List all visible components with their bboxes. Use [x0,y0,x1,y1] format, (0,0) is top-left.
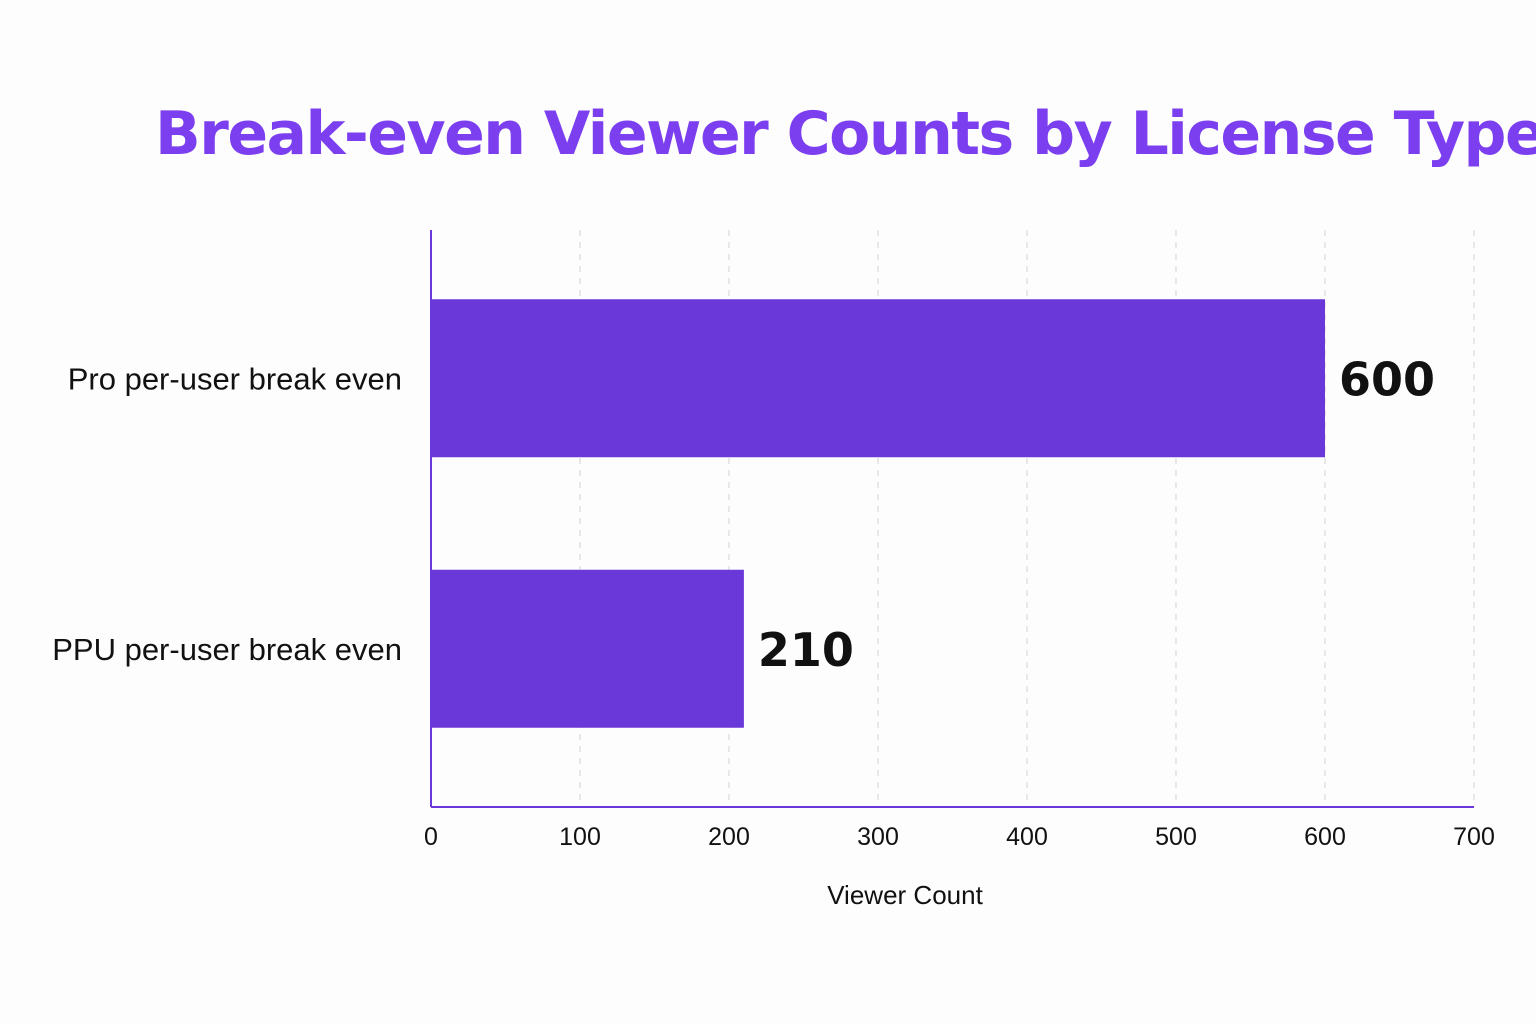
value-label: 600 [1339,352,1435,406]
x-tick-label: 100 [559,823,601,851]
x-tick-label: 400 [1006,823,1048,851]
x-tick-label: 0 [424,823,438,851]
value-label: 210 [758,623,854,677]
x-tick-label: 200 [708,823,750,851]
bars [431,299,1325,728]
x-tick-label: 500 [1155,823,1197,851]
category-label: Pro per-user break even [68,361,402,396]
chart-title: Break-even Viewer Counts by License Type [155,99,1536,169]
category-labels: Pro per-user break even PPU per-user brea… [52,361,402,667]
x-tick-label: 600 [1304,823,1346,851]
x-tick-label: 300 [857,823,899,851]
value-labels: 600 210 [758,352,1435,677]
x-tick-labels: 0 100 200 300 400 500 600 700 [424,823,1495,851]
x-axis-title: Viewer Count [827,880,983,910]
axes [430,230,1474,808]
bar [431,299,1325,458]
x-tick-label: 700 [1453,823,1495,851]
bar [431,569,744,728]
category-label: PPU per-user break even [52,632,402,667]
